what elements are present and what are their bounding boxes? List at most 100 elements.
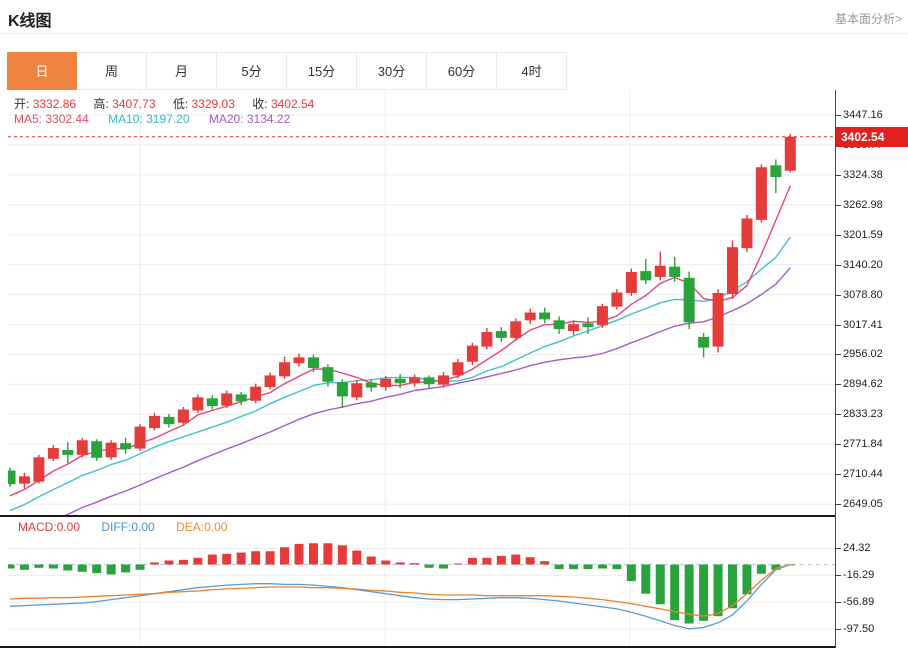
axis-label: 3017.41 (843, 318, 883, 331)
candle-body (18, 476, 30, 484)
candle-body (510, 321, 522, 338)
tab-30分[interactable]: 30分 (357, 52, 427, 90)
high-value: 3407.73 (112, 97, 156, 111)
candle-body (553, 320, 565, 330)
candle-body (625, 272, 637, 294)
fundamental-analysis-link[interactable]: 基本面分析> (834, 12, 902, 26)
ma20-pair: MA20: 3134.22 (208, 112, 291, 126)
candle-body (235, 394, 247, 402)
ma5-line (9, 185, 791, 497)
dea-line (9, 563, 791, 617)
diff-value: 0.00 (131, 520, 155, 534)
macd-histogram-bar (222, 553, 232, 565)
axis-label: 2771.84 (843, 438, 883, 451)
tab-60分[interactable]: 60分 (427, 52, 497, 90)
axis-tick-mark (836, 264, 841, 266)
macd-histogram-bar (48, 564, 58, 569)
candle-body (669, 266, 681, 277)
candle-body (250, 386, 262, 401)
candle-body (264, 375, 276, 388)
candle-body (47, 448, 59, 459)
macd-histogram-bar (236, 552, 246, 565)
close-pair: 收: 3402.54 (252, 97, 315, 111)
axis-tick-mark (836, 324, 841, 326)
macd-histogram-bar (699, 564, 709, 621)
candle-body (279, 362, 291, 377)
ma5-pair: MA5: 3302.44 (14, 112, 89, 126)
macd-histogram-bar (150, 562, 159, 565)
macd-histogram-bar (410, 563, 420, 565)
macd-histogram-bar (511, 554, 521, 565)
last-price-tag: 3402.54 (836, 126, 908, 147)
macd-histogram-bar (540, 561, 550, 565)
axis-tick-mark (836, 444, 841, 446)
macd-histogram-bar (641, 564, 651, 594)
tab-月[interactable]: 月 (147, 52, 217, 90)
macd-histogram-bar (251, 551, 261, 565)
macd-histogram-bar (106, 564, 116, 575)
macd-histogram-bar (554, 564, 564, 570)
candle-body (177, 409, 189, 423)
macd-histogram-bar (424, 564, 434, 568)
macd-histogram-bar (467, 557, 477, 565)
main-chart-bottom-border (0, 515, 836, 517)
candlestick-chart-canvas[interactable] (8, 90, 835, 517)
candle-body (524, 312, 536, 321)
price-axis-line (835, 90, 836, 648)
candle-body (770, 165, 782, 177)
candle-body (727, 247, 738, 294)
candle-body (365, 382, 377, 388)
macd-chart-canvas[interactable] (8, 517, 835, 647)
macd-histogram-bar (597, 564, 607, 569)
candle-body (495, 331, 507, 338)
dea-pair: DEA:0.00 (176, 520, 228, 534)
tab-周[interactable]: 周 (77, 52, 147, 90)
ma10-value: 3197.20 (146, 112, 190, 126)
candle-body (683, 277, 695, 323)
macd-histogram-bar (63, 564, 73, 571)
axis-label: 2956.02 (843, 348, 883, 361)
macd-histogram-bar (453, 563, 463, 565)
macd-histogram-bar (713, 564, 723, 617)
candle-body (466, 345, 478, 362)
axis-label: 2833.23 (843, 408, 883, 421)
candle-body (423, 377, 435, 385)
candle-body (654, 265, 666, 277)
ma20-line (59, 267, 791, 517)
high-pair: 高: 3407.73 (93, 97, 156, 111)
candle-body (163, 416, 175, 425)
tab-15分[interactable]: 15分 (287, 52, 357, 90)
candle-body (105, 442, 117, 458)
candle-body (62, 450, 74, 455)
macd-histogram-bar (381, 560, 391, 565)
tab-4时[interactable]: 4时 (497, 52, 567, 90)
candle-body (596, 306, 608, 326)
tab-5分[interactable]: 5分 (217, 52, 287, 90)
axis-tick-mark (836, 354, 841, 356)
axis-label: 3324.38 (843, 168, 883, 181)
macd-histogram-bar (308, 543, 318, 565)
axis-label: 24.32 (843, 542, 871, 555)
axis-label: 3078.80 (843, 288, 883, 301)
macd-value: 0.00 (56, 520, 81, 534)
axis-label: -97.50 (843, 623, 875, 636)
axis-tick-mark (836, 548, 841, 550)
axis-label: -16.29 (843, 569, 875, 582)
candle-body (134, 426, 146, 449)
macd-histogram-bar (294, 543, 304, 565)
macd-histogram-bar (728, 564, 737, 609)
candle-body (712, 293, 724, 347)
macd-histogram-bar (77, 564, 87, 572)
tab-日[interactable]: 日 (7, 52, 77, 90)
axis-tick-mark (836, 602, 841, 604)
macd-histogram-bar (670, 564, 680, 621)
candle-body (206, 398, 218, 407)
candle-body (149, 415, 160, 429)
axis-tick-mark (836, 629, 841, 631)
candle-body (452, 362, 464, 376)
candle-body (741, 218, 753, 249)
period-tab-bar: 日周月 5分 15分 30分 60分 4时 (7, 52, 567, 90)
macd-histogram-bar (482, 557, 492, 565)
candle-body (568, 324, 580, 332)
macd-histogram-bar (19, 564, 29, 570)
